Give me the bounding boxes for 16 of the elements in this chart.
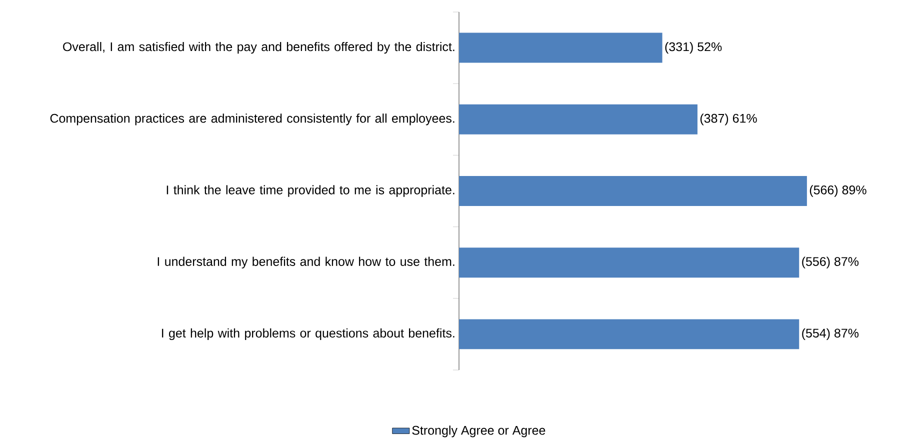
bar [459,319,800,350]
data-label: (566) 89% [810,185,866,197]
data-label: (331) 52% [665,42,722,54]
y-tick-label: I think the leave time provided to me is appropriate. [166,185,454,197]
bar [459,32,662,63]
bar [459,176,807,206]
bar [459,104,698,134]
y-tick-label: I understand my benefits and know how to use them. [158,256,454,268]
y-tick-label: Overall, I am satisfied with the pay and benefits offered by the district. [63,42,454,54]
bar [459,248,800,278]
legend-label: Strongly Agree or Agree [412,426,546,438]
y-tick-label: Compensation practices are administered consistently for all employees. [50,114,454,126]
data-label: (387) 61% [700,114,757,126]
data-label: (556) 87% [802,256,859,268]
data-label: (554) 87% [802,328,859,340]
y-tick-label: I get help with problems or questions about benefits. [162,328,454,340]
